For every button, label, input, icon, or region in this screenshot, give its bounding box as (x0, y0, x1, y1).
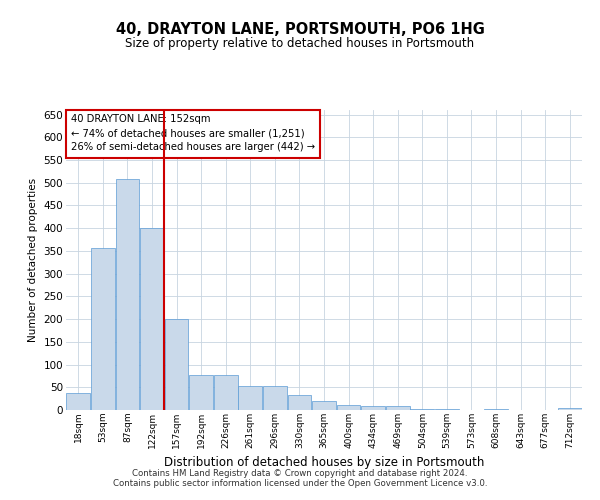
Text: 40 DRAYTON LANE: 152sqm
← 74% of detached houses are smaller (1,251)
26% of semi: 40 DRAYTON LANE: 152sqm ← 74% of detache… (71, 114, 315, 152)
Bar (91, 248, 115, 410)
Bar (337, 406, 361, 410)
Text: Contains public sector information licensed under the Open Government Licence v3: Contains public sector information licen… (113, 478, 487, 488)
Bar (116, 179, 139, 410)
Bar (140, 228, 164, 410)
Bar (287, 395, 311, 410)
Bar (435, 408, 459, 410)
Bar (312, 401, 336, 410)
Y-axis label: Number of detached properties: Number of detached properties (28, 178, 38, 342)
Bar (410, 408, 434, 410)
Bar (214, 374, 238, 410)
Bar (263, 386, 287, 410)
Text: 40, DRAYTON LANE, PORTSMOUTH, PO6 1HG: 40, DRAYTON LANE, PORTSMOUTH, PO6 1HG (116, 22, 484, 38)
Text: Contains HM Land Registry data © Crown copyright and database right 2024.: Contains HM Land Registry data © Crown c… (132, 468, 468, 477)
Bar (238, 386, 262, 410)
Bar (484, 408, 508, 410)
Bar (67, 392, 90, 410)
Bar (558, 408, 581, 410)
Bar (164, 319, 188, 410)
Bar (361, 406, 385, 410)
Text: Size of property relative to detached houses in Portsmouth: Size of property relative to detached ho… (125, 38, 475, 51)
Bar (189, 374, 213, 410)
Bar (386, 406, 410, 410)
X-axis label: Distribution of detached houses by size in Portsmouth: Distribution of detached houses by size … (164, 456, 484, 469)
